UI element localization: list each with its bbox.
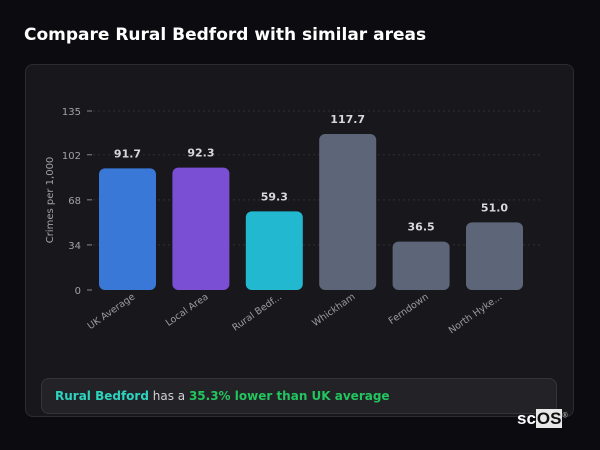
- bar-0: [99, 168, 156, 290]
- bar-4: [392, 241, 450, 290]
- value-label: 117.7: [330, 113, 365, 126]
- category-label: Rural Bedf...: [230, 291, 284, 333]
- value-label: 59.3: [261, 190, 288, 203]
- y-axis-label: Crimes per 1,000: [45, 157, 56, 244]
- bar-3: [319, 133, 377, 290]
- summary-comparison: 35.3% lower than UK average: [188, 389, 390, 403]
- y-tick-label: 102: [62, 151, 81, 162]
- logo-mark: ®: [562, 412, 568, 420]
- category-label: Local Area: [164, 291, 211, 328]
- category-label: North Hyke...: [447, 291, 504, 336]
- value-label: 51.0: [481, 201, 508, 214]
- y-tick-label: 34: [68, 241, 81, 252]
- logo-text-os: OS: [535, 409, 563, 428]
- value-label: 36.5: [408, 221, 435, 234]
- scos-logo: scOS®: [517, 409, 568, 429]
- y-tick-label: 0: [75, 286, 81, 297]
- bar-2: [245, 211, 303, 290]
- summary-text: has a: [148, 389, 189, 403]
- value-label: 92.3: [187, 147, 214, 160]
- category-label: Ferndown: [387, 291, 431, 327]
- bar-5: [466, 222, 523, 290]
- category-label: UK Average: [86, 291, 138, 332]
- logo-text: sc: [517, 409, 536, 428]
- y-tick-label: 135: [62, 107, 81, 118]
- y-tick-label: 68: [68, 196, 81, 207]
- category-label: Whickham: [310, 291, 357, 329]
- summary-box: Rural Bedford has a 35.3% lower than UK …: [41, 378, 557, 414]
- bar-1: [172, 167, 230, 290]
- page-title: Compare Rural Bedford with similar areas: [24, 25, 427, 45]
- value-label: 91.7: [114, 147, 141, 160]
- summary-area: Rural Bedford: [55, 389, 149, 403]
